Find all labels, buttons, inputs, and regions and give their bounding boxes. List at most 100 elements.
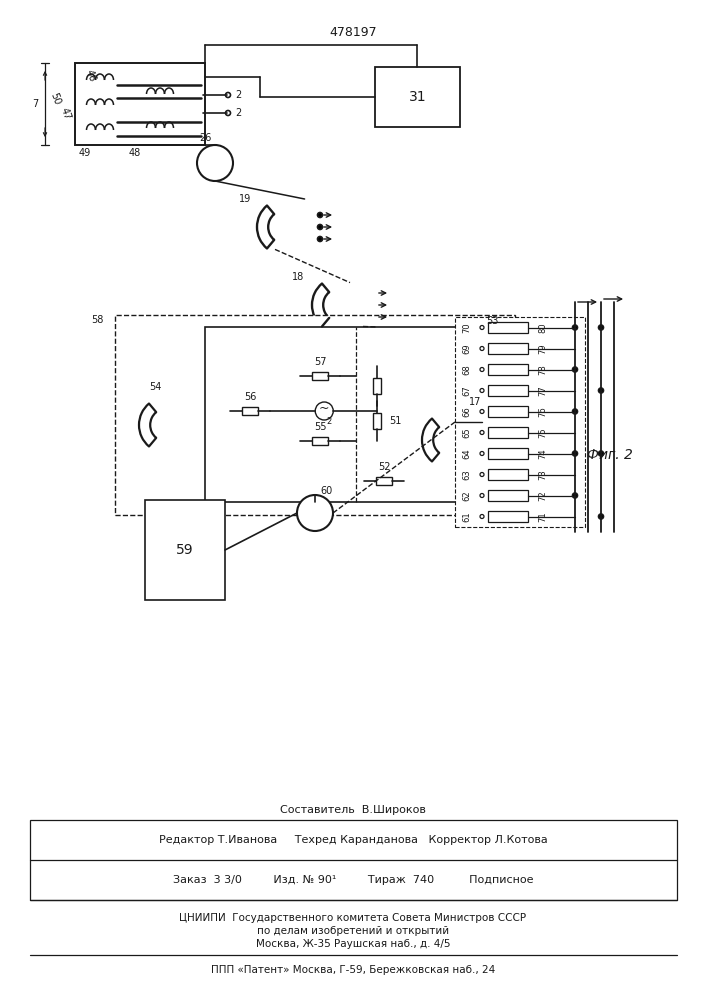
- Text: 2: 2: [235, 108, 241, 118]
- Bar: [115, 315, 515, 515]
- Text: 61: 61: [462, 511, 472, 522]
- Text: 67: 67: [462, 385, 472, 396]
- Text: 19: 19: [239, 194, 251, 204]
- Text: 62: 62: [462, 490, 472, 501]
- Text: ЦНИИПИ  Государственного комитета Совета Министров СССР: ЦНИИПИ Государственного комитета Совета …: [180, 913, 527, 923]
- Circle shape: [599, 451, 604, 456]
- Bar: [475, 327, 510, 345]
- Bar: [488, 426, 528, 438]
- Text: 65: 65: [462, 427, 472, 438]
- Circle shape: [226, 93, 230, 98]
- Circle shape: [480, 452, 484, 456]
- Circle shape: [480, 326, 484, 330]
- Text: 73: 73: [539, 469, 547, 480]
- Bar: [375, 67, 460, 127]
- Circle shape: [197, 145, 233, 181]
- Circle shape: [226, 110, 230, 115]
- Text: 64: 64: [462, 448, 472, 459]
- Text: 68: 68: [462, 364, 472, 375]
- Text: 58: 58: [90, 315, 103, 325]
- Text: Заказ  3 3/0         Изд. № 90¹         Тираж  740          Подписное: Заказ 3 3/0 Изд. № 90¹ Тираж 740 Подписн…: [173, 875, 533, 885]
- Bar: [145, 500, 225, 600]
- Text: 31: 31: [409, 90, 426, 104]
- Text: ППП «Патент» Москва, Г-59, Бережковская наб., 24: ППП «Патент» Москва, Г-59, Бережковская …: [211, 965, 495, 975]
- Text: Составитель  В.Широков: Составитель В.Широков: [280, 805, 426, 815]
- Bar: [373, 378, 381, 394]
- Circle shape: [573, 367, 578, 372]
- Text: 2: 2: [327, 418, 332, 426]
- Bar: [488, 510, 528, 522]
- Text: Фиг. 2: Фиг. 2: [587, 448, 633, 462]
- Text: 74: 74: [539, 448, 547, 459]
- Bar: [30, 820, 677, 900]
- Text: 54: 54: [148, 382, 161, 392]
- Text: 78: 78: [539, 364, 547, 375]
- Bar: [488, 384, 528, 395]
- Bar: [488, 342, 528, 354]
- Circle shape: [317, 225, 322, 230]
- Circle shape: [599, 388, 604, 393]
- Circle shape: [599, 325, 604, 330]
- Circle shape: [480, 430, 484, 434]
- Text: 478197: 478197: [329, 26, 377, 39]
- Text: 18: 18: [292, 272, 304, 282]
- Text: 48: 48: [129, 148, 141, 158]
- Text: 72: 72: [539, 490, 547, 501]
- Circle shape: [480, 347, 484, 351]
- Text: 57: 57: [314, 357, 326, 367]
- Text: 7: 7: [32, 99, 38, 109]
- Text: по делам изобретений и открытий: по делам изобретений и открытий: [257, 926, 449, 936]
- Text: 69: 69: [462, 343, 472, 354]
- Text: 52: 52: [378, 462, 390, 472]
- Text: 60: 60: [321, 486, 333, 496]
- Circle shape: [480, 514, 484, 518]
- Text: 49: 49: [79, 148, 91, 158]
- Circle shape: [573, 493, 578, 498]
- Text: Москва, Ж-35 Раушская наб., д. 4/5: Москва, Ж-35 Раушская наб., д. 4/5: [256, 939, 450, 949]
- Text: 80: 80: [539, 322, 547, 333]
- Bar: [312, 437, 328, 445]
- Text: 46: 46: [83, 69, 97, 83]
- Text: 50: 50: [48, 91, 62, 107]
- Text: 70: 70: [462, 322, 472, 333]
- Circle shape: [317, 213, 322, 218]
- Circle shape: [480, 410, 484, 414]
- Bar: [75, 63, 205, 145]
- Text: 71: 71: [539, 511, 547, 522]
- Bar: [455, 317, 585, 527]
- Bar: [242, 407, 258, 415]
- Text: 55: 55: [314, 422, 326, 432]
- Circle shape: [317, 236, 322, 241]
- Circle shape: [599, 514, 604, 519]
- Circle shape: [297, 495, 333, 531]
- Text: 56: 56: [244, 392, 256, 402]
- Circle shape: [573, 325, 578, 330]
- Text: 75: 75: [539, 427, 547, 438]
- Text: 66: 66: [462, 406, 472, 417]
- Bar: [488, 448, 528, 458]
- Text: ~: ~: [319, 401, 329, 414]
- Bar: [312, 372, 328, 380]
- Bar: [488, 406, 528, 416]
- Text: 77: 77: [539, 385, 547, 396]
- Bar: [488, 363, 528, 374]
- Circle shape: [480, 493, 484, 497]
- Text: 47: 47: [58, 106, 72, 122]
- Circle shape: [480, 473, 484, 477]
- Bar: [376, 477, 392, 485]
- Text: 2: 2: [235, 90, 241, 100]
- Text: 26: 26: [199, 133, 211, 143]
- Circle shape: [480, 388, 484, 392]
- Text: 79: 79: [539, 343, 547, 354]
- Bar: [488, 489, 528, 500]
- Circle shape: [480, 367, 484, 371]
- Text: 51: 51: [389, 416, 402, 426]
- Bar: [373, 413, 381, 429]
- Circle shape: [573, 409, 578, 414]
- Circle shape: [573, 451, 578, 456]
- Text: 17: 17: [469, 397, 481, 407]
- Text: 63: 63: [462, 469, 472, 480]
- Bar: [488, 322, 528, 332]
- Text: 59: 59: [176, 543, 194, 557]
- Bar: [488, 468, 528, 480]
